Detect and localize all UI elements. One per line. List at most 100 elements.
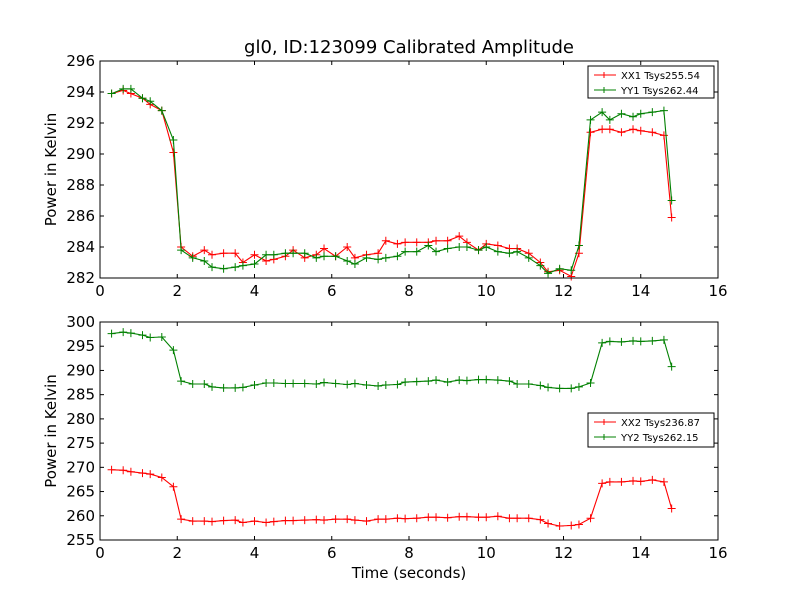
data-point xyxy=(586,379,595,388)
y-tick-label: 295 xyxy=(66,337,95,355)
x-tick-label: 8 xyxy=(404,544,414,562)
data-point xyxy=(432,513,441,522)
data-point xyxy=(462,376,471,385)
series-2 xyxy=(107,84,676,278)
data-point xyxy=(250,517,259,526)
data-point xyxy=(455,232,464,241)
x-tick-label: 14 xyxy=(631,282,650,300)
data-point xyxy=(667,213,676,222)
data-point xyxy=(401,514,410,523)
legend-label: XX2 Tsys236.87 xyxy=(621,418,700,429)
data-point xyxy=(238,261,247,270)
data-point xyxy=(629,336,638,345)
data-point xyxy=(629,125,638,134)
y-tick-label: 255 xyxy=(66,531,95,549)
data-point xyxy=(374,515,383,524)
data-point xyxy=(177,377,186,386)
data-point xyxy=(617,109,626,118)
data-point xyxy=(648,108,657,117)
data-point xyxy=(524,253,533,262)
x-tick-label: 2 xyxy=(172,544,182,562)
y-tick-label: 260 xyxy=(66,507,95,525)
legend: XX2 Tsys236.87 YY2 Tsys262.15 xyxy=(587,412,715,448)
data-point xyxy=(393,380,402,389)
data-point xyxy=(659,477,668,486)
plots: gl0, ID:123099 Calibrated Amplitude 0 2 4 6 8… xyxy=(42,37,728,582)
plot-2: 0 2 4 6 8 10 12 14 16 255 260 265 270 275 280 285 290 295… xyxy=(42,313,728,582)
data-point xyxy=(381,236,390,245)
data-point xyxy=(586,115,595,124)
data-point xyxy=(667,362,676,371)
data-point xyxy=(605,477,614,486)
x-tick-label: 0 xyxy=(95,282,105,300)
data-point xyxy=(513,247,522,256)
legend-marker xyxy=(601,419,607,425)
data-point xyxy=(146,97,155,106)
data-point xyxy=(544,383,553,392)
y-tick-label: 265 xyxy=(66,483,95,501)
data-point xyxy=(119,328,128,337)
data-point xyxy=(505,514,514,523)
data-point xyxy=(605,337,614,346)
data-point xyxy=(555,384,564,393)
data-point xyxy=(574,520,583,529)
plot-1: gl0, ID:123099 Calibrated Amplitude 0 2 4 6 8… xyxy=(42,37,728,300)
data-point xyxy=(343,380,352,389)
legend-marker xyxy=(601,434,607,440)
x-tick-label: 2 xyxy=(172,282,182,300)
y-tick-label: 282 xyxy=(66,269,95,287)
legend-label: XX1 Tsys255.54 xyxy=(621,71,700,82)
data-point xyxy=(424,241,433,250)
legend-marker xyxy=(601,87,607,93)
data-point xyxy=(424,513,433,522)
data-point xyxy=(617,337,626,346)
data-point xyxy=(200,256,209,265)
x-tick-label: 0 xyxy=(95,544,105,562)
data-point xyxy=(544,519,553,528)
data-point xyxy=(262,250,271,259)
data-point xyxy=(126,467,135,476)
data-point xyxy=(231,249,240,258)
legend-label: YY2 Tsys262.15 xyxy=(620,433,699,444)
data-point xyxy=(598,125,607,134)
data-point xyxy=(169,482,178,491)
data-point xyxy=(412,514,421,523)
y-tick-label: 286 xyxy=(66,207,95,225)
data-point xyxy=(381,515,390,524)
data-point xyxy=(393,239,402,248)
data-point xyxy=(482,243,491,251)
data-point xyxy=(598,479,607,488)
x-tick-label: 4 xyxy=(250,544,260,562)
data-point xyxy=(659,131,668,140)
data-point xyxy=(300,516,309,525)
data-point xyxy=(250,260,259,269)
data-point xyxy=(567,521,576,530)
data-point xyxy=(157,333,166,342)
data-point xyxy=(188,380,197,389)
data-point xyxy=(208,250,217,259)
data-point xyxy=(300,379,309,388)
legend-marker xyxy=(601,72,607,78)
data-point xyxy=(381,253,390,262)
data-point xyxy=(119,84,128,93)
x-tick-label: 10 xyxy=(477,544,496,562)
data-point xyxy=(574,382,583,391)
data-point xyxy=(331,379,340,388)
y-axis-label: Power in Kelvin xyxy=(42,113,60,227)
data-point xyxy=(536,515,545,524)
y-tick-label: 275 xyxy=(66,434,95,452)
data-point xyxy=(312,253,321,262)
data-point xyxy=(493,247,502,256)
data-point xyxy=(362,517,371,526)
data-point xyxy=(505,377,514,386)
data-point xyxy=(350,379,359,388)
x-axis-label: Time (seconds) xyxy=(351,564,467,582)
y-tick-label: 288 xyxy=(66,176,95,194)
data-point xyxy=(107,465,116,474)
data-point xyxy=(455,243,464,251)
data-point xyxy=(636,477,645,486)
data-point xyxy=(343,243,352,251)
data-point xyxy=(482,375,491,384)
